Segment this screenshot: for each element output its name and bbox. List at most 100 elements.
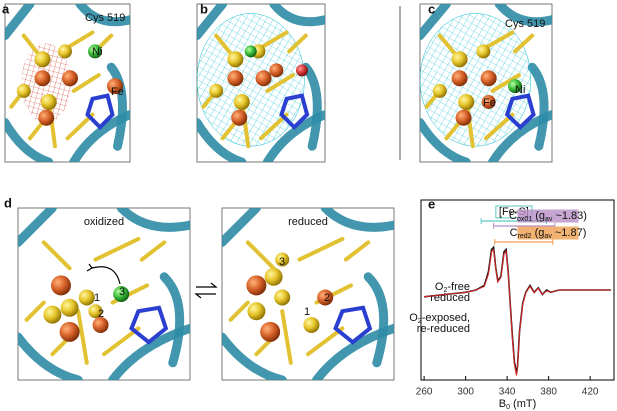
label-part: O [435,281,444,293]
bond [65,112,95,141]
atom [275,252,290,267]
scene [5,4,130,162]
bond [444,120,462,141]
atom [58,44,72,59]
atom [107,78,123,95]
ribbon [18,208,57,247]
atom [227,70,244,87]
ribbon [301,62,322,151]
bond [93,236,141,262]
bond [280,309,293,365]
residue-label: Cys 519 [505,18,545,30]
label-part: (mT) [510,398,536,410]
ribbon [420,118,471,162]
bond [343,240,371,262]
plot-frame [420,199,615,381]
histidine-ring [85,93,115,131]
ribbon [269,4,325,27]
legend-label: re-reduced [417,323,470,335]
label-part: ~1.83) [552,210,587,222]
site-number: 1 [94,292,100,304]
panel-letter: e [428,196,435,211]
panel-letter: b [200,1,208,16]
ribbon [197,118,247,162]
atom [40,93,57,110]
x-tick-label: 380 [540,387,557,398]
bond [71,73,101,93]
ribbon [222,332,287,380]
atom-label: Ni [92,46,102,58]
ribbon [159,272,185,368]
histidine-ring [504,93,536,131]
atom [209,83,224,98]
state-title: oxidized [84,216,124,228]
ribbon [222,208,261,247]
label-part: C [510,227,518,239]
label-part: -free [447,281,470,293]
atom [455,109,472,126]
bond [245,240,276,271]
ribbon [18,332,83,380]
label: Cox01 (gav ~1.83) [509,210,587,223]
residue-label: Cys 519 [85,12,125,24]
site-number: 2 [98,308,104,320]
scene [197,4,325,162]
site-number: 3 [119,286,125,298]
label-part: 2 [443,287,447,294]
equilibrium-arrow [196,282,218,288]
atom [458,93,475,110]
ribbon [320,208,394,232]
ribbon [494,4,552,27]
equilibrium-arrow [194,293,216,299]
bond [76,309,89,365]
atom [78,289,95,306]
atom [244,45,257,58]
atom [317,289,334,306]
ribbon [5,4,35,41]
ribbon [5,118,54,162]
structure-renderings [4,3,553,381]
atom [227,51,244,68]
label-part: O [409,312,418,324]
panel-letter: a [2,1,10,16]
bond [484,112,515,141]
atom [233,93,250,110]
ribbon [75,4,130,27]
panel-frame [17,207,191,381]
site-number: 3 [279,256,285,268]
atom [231,109,248,126]
atom [269,63,284,78]
label: O2-free [435,281,470,294]
atom [295,64,308,77]
atom [60,298,79,317]
x-tick-label: 300 [457,387,474,398]
atom [88,304,103,319]
label-part: (g [532,227,545,239]
site-labels: 1 2 3 1 2 3 [94,256,330,320]
label: Cred2 (gav ~1.87) [510,227,587,240]
atom-label: Fe [483,97,496,109]
atom-label: Ni [515,84,525,96]
atom [16,83,31,98]
atom [246,275,267,296]
atom-label: Fe [111,86,124,98]
atom [51,275,71,296]
bond [41,240,72,271]
arrow-head [86,263,93,272]
atom [34,70,51,87]
atom [451,51,468,68]
ribbon [420,4,451,41]
x-tick-label: 260 [416,387,433,398]
label: O2-exposed, [409,312,470,325]
atom [303,316,320,333]
atom [274,289,291,306]
bond [24,300,46,322]
atom [113,286,130,302]
atom [260,321,281,342]
bond [490,73,521,93]
label-part: 0 [506,404,510,411]
atom [59,321,80,342]
label-part: av [544,233,552,240]
